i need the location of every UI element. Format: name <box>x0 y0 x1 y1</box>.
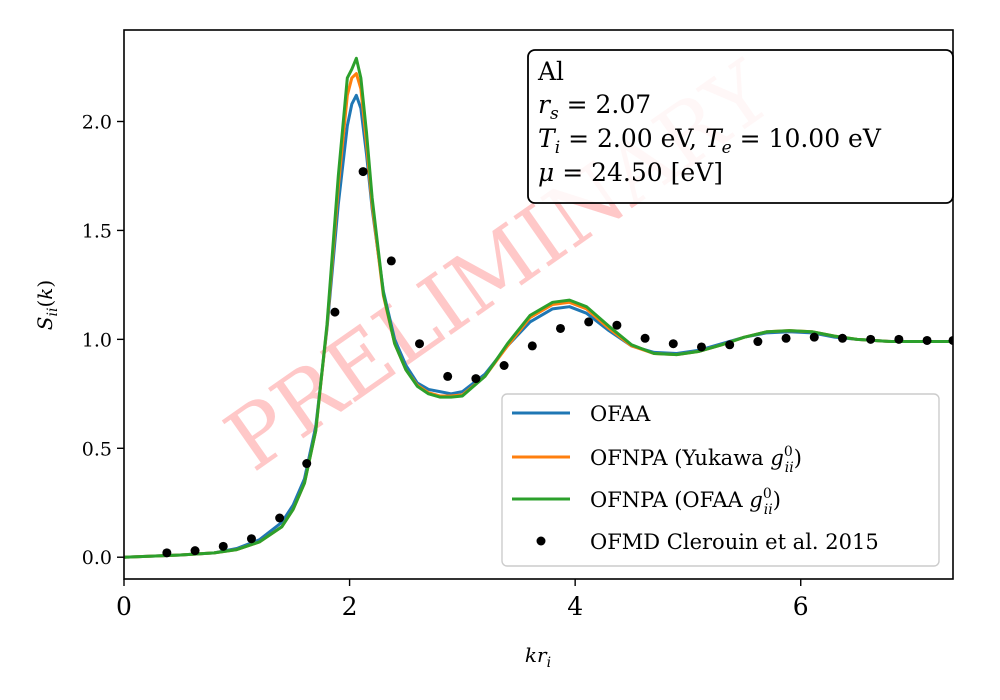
data-point-ofmd-clerouin-et-al-2015 <box>894 334 904 344</box>
y-axis-ticks: 0.0 0.5 1.0 1.5 2.0 <box>82 112 124 569</box>
data-point-ofmd-clerouin-et-al-2015 <box>837 333 847 343</box>
data-point-ofmd-clerouin-et-al-2015 <box>866 334 876 344</box>
data-point-ofmd-clerouin-et-al-2015 <box>443 371 453 381</box>
legend-label-ofmd: OFMD Clerouin et al. 2015 <box>590 530 879 554</box>
legend: OFAA OFNPA (Yukawa g0 ii) OFNPA (OFAA g0 i… <box>501 393 940 567</box>
data-point-ofmd-clerouin-et-al-2015 <box>527 341 537 351</box>
annotation-mu: μ = 24.50 [eV] <box>538 158 723 187</box>
annotation-element: Al <box>537 57 564 86</box>
data-point-ofmd-clerouin-et-al-2015 <box>162 548 172 558</box>
data-point-ofmd-clerouin-et-al-2015 <box>499 361 509 370</box>
data-point-ofmd-clerouin-et-al-2015 <box>302 459 312 469</box>
y-tick-label: 0.5 <box>82 438 112 460</box>
x-tick-label: 0 <box>116 592 132 621</box>
x-axis-ticks: 0 2 4 6 <box>116 579 809 621</box>
series-layer <box>124 56 953 559</box>
y-tick-label: 2.0 <box>82 112 112 134</box>
y-axis-label: Sii(k) <box>33 280 61 330</box>
annotation-box: Al rs = 2.07 Ti = 2.00 eV, Te = 10.00 eV… <box>527 49 954 204</box>
x-axis-label-main: kr <box>525 643 548 667</box>
data-point-ofmd-clerouin-et-al-2015 <box>415 339 425 349</box>
data-point-ofmd-clerouin-et-al-2015 <box>696 342 706 352</box>
legend-label-ofnpa-yukawa: OFNPA (Yukawa g0 ii) <box>590 444 802 476</box>
data-point-ofmd-clerouin-et-al-2015 <box>612 320 622 330</box>
data-point-ofmd-clerouin-et-al-2015 <box>781 333 791 343</box>
x-axis-label: kri <box>525 643 551 671</box>
series-line-ofnpa-ofaa-g-0-ii <box>124 56 953 559</box>
legend-swatch-ofmd <box>536 536 546 546</box>
data-point-ofmd-clerouin-et-al-2015 <box>471 374 481 384</box>
plot-frame <box>123 29 954 580</box>
y-tick-label: 1.5 <box>82 220 112 242</box>
data-point-ofmd-clerouin-et-al-2015 <box>668 339 678 349</box>
x-axis-label-sub: i <box>547 655 551 671</box>
data-point-ofmd-clerouin-et-al-2015 <box>358 167 368 177</box>
data-point-ofmd-clerouin-et-al-2015 <box>584 317 594 327</box>
y-tick-label: 1.0 <box>82 329 112 351</box>
data-point-ofmd-clerouin-et-al-2015 <box>948 335 953 345</box>
data-point-ofmd-clerouin-et-al-2015 <box>218 541 228 551</box>
annotation-temps: Ti = 2.00 eV, Te = 10.00 eV <box>538 124 882 158</box>
y-tick-label: 0.0 <box>82 547 112 569</box>
data-point-ofmd-clerouin-et-al-2015 <box>330 307 340 317</box>
data-point-ofmd-clerouin-et-al-2015 <box>275 513 285 523</box>
data-point-ofmd-clerouin-et-al-2015 <box>190 546 200 556</box>
data-point-ofmd-clerouin-et-al-2015 <box>555 323 565 333</box>
data-point-ofmd-clerouin-et-al-2015 <box>809 332 819 342</box>
x-tick-label: 6 <box>793 592 809 621</box>
legend-label-ofaa: OFAA <box>590 402 651 426</box>
data-point-ofmd-clerouin-et-al-2015 <box>386 256 396 266</box>
annotation-rs: rs = 2.07 <box>538 90 651 124</box>
legend-label-ofnpa-ofaa: OFNPA (OFAA g0 ii) <box>590 486 781 518</box>
data-point-ofmd-clerouin-et-al-2015 <box>753 337 763 347</box>
x-tick-label: 2 <box>342 592 358 621</box>
legend-box <box>501 393 940 567</box>
data-point-ofmd-clerouin-et-al-2015 <box>640 333 650 343</box>
x-tick-label: 4 <box>567 592 583 621</box>
data-point-ofmd-clerouin-et-al-2015 <box>922 335 932 345</box>
data-point-ofmd-clerouin-et-al-2015 <box>246 534 256 544</box>
data-point-ofmd-clerouin-et-al-2015 <box>725 340 735 350</box>
